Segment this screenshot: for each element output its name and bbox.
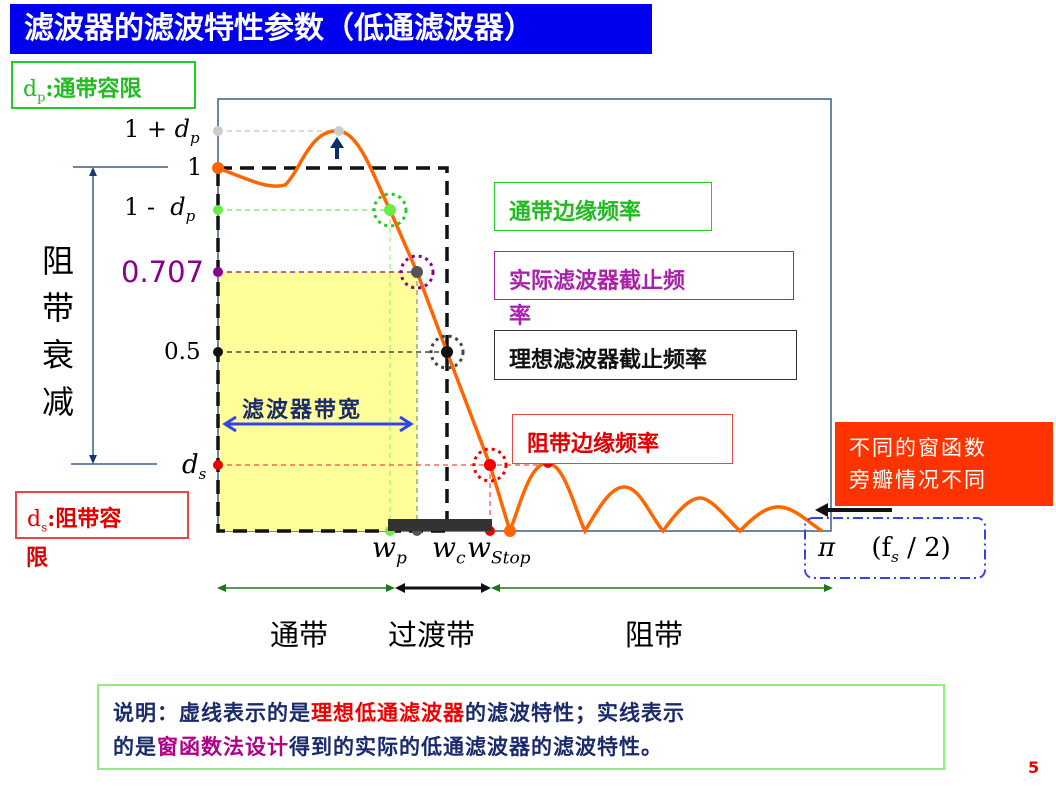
bandwidth-label: 滤波器带宽 xyxy=(242,397,363,423)
transition-band-label: 过渡带 xyxy=(388,618,476,652)
y-label-1-plus-dp: 1 + dp xyxy=(124,115,200,147)
page-number: 5 xyxy=(1028,758,1040,777)
y-label-ds: ds xyxy=(182,450,207,484)
x-label-wc: wc xyxy=(432,531,466,569)
dp-symbol: d xyxy=(23,77,38,102)
ds-legend-text: :阻带容 xyxy=(47,506,122,532)
stopband-edge-box: 阻带边缘频率 xyxy=(512,414,733,464)
x-label-wp: wp xyxy=(372,531,407,569)
y-label-1-minus-dp: 1 - dp xyxy=(124,193,196,225)
y-label-05: 0.5 xyxy=(164,339,201,365)
y-label-1: 1 xyxy=(187,153,203,181)
passband-edge-box: 通带边缘频率 xyxy=(494,182,712,231)
ideal-cutoff-box: 理想滤波器截止频率 xyxy=(494,330,797,380)
page-title: 滤波器的滤波特性参数（低通滤波器） xyxy=(10,4,652,54)
x-label-pi: π (fs / 2) xyxy=(818,533,951,567)
x-label-wstop: wStop xyxy=(467,531,531,569)
y-label-0707: 0.707 xyxy=(121,255,205,289)
dp-legend-box: dp:通带容限 xyxy=(11,61,196,109)
ds-legend-text-wrap: 限 xyxy=(26,545,49,571)
ds-legend-box: ds:阻带容 xyxy=(15,491,189,539)
stopband-attenuation-label: 阻 带 衰 减 xyxy=(42,242,75,421)
window-note-box: 不同的窗函数 旁瓣情况不同 xyxy=(835,422,1053,506)
explanation-note: 说明：虚线表示的是理想低通滤波器的滤波特性；实线表示 的是窗函数法设计得到的实际… xyxy=(97,684,945,770)
passband-label: 通带 xyxy=(270,618,329,652)
actual-cutoff-wrap: 率 xyxy=(509,303,532,329)
actual-cutoff-box: 实际滤波器截止频 xyxy=(494,251,794,300)
dp-legend-text: :通带容限 xyxy=(45,76,142,102)
stopband-label: 阻带 xyxy=(625,618,684,652)
